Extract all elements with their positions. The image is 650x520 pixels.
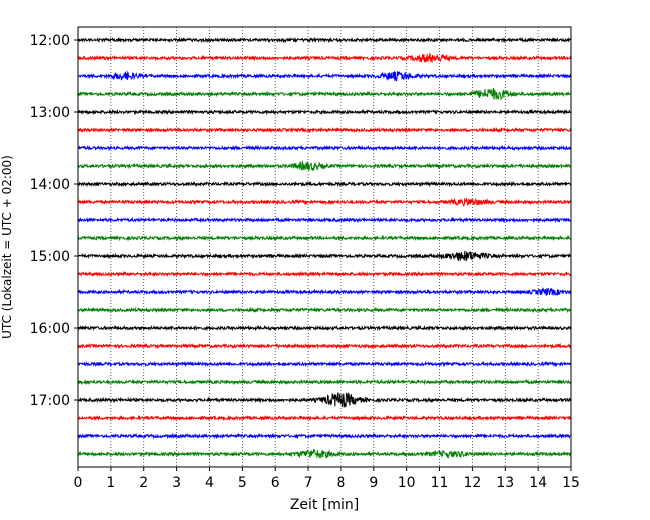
trace-line [77,160,572,172]
y-tick-label: 16:00 [30,321,70,337]
x-tick-label: 3 [172,475,181,491]
x-axis-label: Zeit [min] [290,497,359,513]
trace-line [77,360,572,368]
x-tick-label: 1 [106,475,115,491]
x-tick-label: 13 [496,475,514,491]
trace-line [77,108,572,116]
x-tick-label: 4 [205,475,214,491]
trace-line [77,52,572,63]
y-tick-label: 15:00 [30,249,70,265]
y-tick-label: 13:00 [30,105,70,121]
x-tick-label: 15 [562,475,580,491]
trace-line [77,414,572,422]
trace-line [77,270,572,278]
trace-line [77,324,572,332]
trace-line [77,432,572,440]
x-axis: 0 1 2 3 4 5 6 7 8 9 10 11 12 13 14 15 [74,467,580,491]
trace-line [77,216,572,224]
trace-line [77,250,572,262]
x-tick-label: 6 [271,475,280,491]
x-tick-label: 0 [74,475,83,491]
seismogram-traces [77,36,572,460]
trace-line [77,342,572,350]
x-tick-label: 5 [238,475,247,491]
x-tick-label: 10 [398,475,416,491]
trace-line [77,286,572,297]
trace-line [77,180,572,188]
x-tick-label: 11 [431,475,449,491]
trace-line [77,306,572,314]
trace-line [77,70,572,82]
trace-line [77,126,572,134]
trace-line [77,448,572,460]
trace-line [77,378,572,386]
y-tick-label: 17:00 [30,393,70,409]
y-axis: 12:00 13:00 14:00 15:00 16:00 17:00 [30,33,78,409]
x-tick-label: 2 [139,475,148,491]
x-tick-label: 12 [463,475,481,491]
vertical-grid [110,27,539,467]
x-tick-label: 9 [369,475,378,491]
trace-line [77,36,572,44]
trace-line [77,144,572,152]
x-tick-label: 7 [304,475,313,491]
y-tick-label: 12:00 [30,33,70,49]
plot-frame [77,26,572,468]
x-tick-label: 8 [336,475,345,491]
trace-line [77,234,572,242]
trace-line [77,197,572,207]
y-axis-label: UTC (Lokalzeit = UTC + 02:00) [0,155,14,339]
trace-line [77,87,572,101]
y-tick-label: 14:00 [30,177,70,193]
trace-line [77,392,572,408]
x-tick-label: 14 [529,475,547,491]
